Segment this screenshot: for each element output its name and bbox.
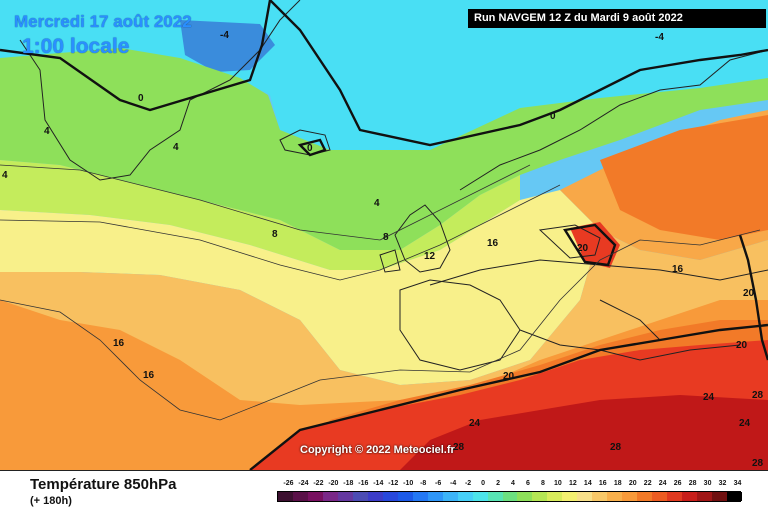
scale-swatch <box>413 492 428 501</box>
scale-swatch <box>697 492 712 501</box>
iso-label: 28 <box>752 390 764 401</box>
iso-label: 0 <box>307 143 313 154</box>
local-time-label: 1:00 locale <box>22 35 129 59</box>
scale-swatch <box>428 492 443 501</box>
iso-label: 0 <box>550 111 556 122</box>
iso-label: 4 <box>2 170 8 181</box>
forecast-date-title: Mercredi 17 août 2022 <box>14 12 192 32</box>
iso-label: 28 <box>610 442 622 453</box>
iso-label: 8 <box>272 229 278 240</box>
scale-swatch <box>682 492 697 501</box>
iso-label: 4 <box>374 198 380 209</box>
iso-label: 16 <box>143 370 155 381</box>
scale-swatch <box>368 492 383 501</box>
scale-swatch <box>577 492 592 501</box>
copyright-notice: Copyright © 2022 Meteociel.fr <box>300 444 455 456</box>
forecast-hour-label: (+ 180h) <box>30 495 72 507</box>
scale-swatch <box>308 492 323 501</box>
scale-swatch <box>622 492 637 501</box>
scale-swatch <box>652 492 667 501</box>
iso-label: 20 <box>577 243 589 254</box>
scale-swatch <box>607 492 622 501</box>
iso-label: 16 <box>113 338 125 349</box>
iso-label: 16 <box>672 264 684 275</box>
iso-label: -4 <box>655 32 664 43</box>
scale-swatch <box>338 492 353 501</box>
scale-tick-label: 34 <box>728 480 748 487</box>
scale-swatch <box>443 492 458 501</box>
scale-swatch <box>323 492 338 501</box>
scale-swatch <box>667 492 682 501</box>
iso-label: 12 <box>424 251 436 262</box>
color-scale-labels: -26 -24 -22 -20 -18 -16 -14 -12 -10 -8 -6 -4 -2 0 2 4 6 8… <box>281 480 745 490</box>
iso-label: 4 <box>44 126 50 137</box>
iso-label: 8 <box>383 232 389 243</box>
legend-footer: Température 850hPa (+ 180h) -26 -24 -22 -20… <box>0 470 768 513</box>
scale-swatch <box>517 492 532 501</box>
scale-swatch <box>383 492 398 501</box>
iso-label: 24 <box>739 418 751 429</box>
scale-swatch <box>712 492 727 501</box>
iso-label: 16 <box>487 238 499 249</box>
iso-label: 0 <box>138 93 144 104</box>
iso-label: 20 <box>503 371 515 382</box>
iso-label: 24 <box>469 418 481 429</box>
scale-swatch <box>532 492 547 501</box>
scale-swatch <box>637 492 652 501</box>
scale-swatch <box>503 492 518 501</box>
scale-swatch <box>562 492 577 501</box>
scale-swatch <box>353 492 368 501</box>
iso-label: 20 <box>736 340 748 351</box>
scale-swatch <box>592 492 607 501</box>
scale-swatch <box>398 492 413 501</box>
iso-label: 28 <box>752 458 764 469</box>
scale-swatch <box>293 492 308 501</box>
iso-label: -4 <box>220 30 229 41</box>
scale-swatch <box>727 492 742 501</box>
scale-swatch <box>458 492 473 501</box>
scale-swatch <box>473 492 488 501</box>
scale-swatch <box>278 492 293 501</box>
model-run-banner: Run NAVGEM 12 Z du Mardi 9 août 2022 <box>468 9 766 28</box>
scale-swatch <box>488 492 503 501</box>
variable-title: Température 850hPa <box>30 476 176 493</box>
temperature-map-svg: 0 -4 -4 4 4 0 0 4 8 8 12 16 20 16 16 16 … <box>0 0 768 470</box>
iso-label: 24 <box>703 392 715 403</box>
iso-label: 4 <box>173 142 179 153</box>
forecast-map: 0 -4 -4 4 4 0 0 4 8 8 12 16 20 16 16 16 … <box>0 0 768 470</box>
scale-swatch <box>547 492 562 501</box>
iso-label: 20 <box>743 288 755 299</box>
color-scale-bar <box>277 491 741 502</box>
